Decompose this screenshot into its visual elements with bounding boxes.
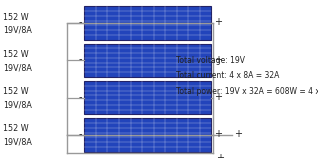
Text: 152 W: 152 W [3, 12, 29, 21]
Text: -: - [78, 92, 82, 102]
Text: +: + [234, 129, 242, 139]
Text: 152 W: 152 W [3, 50, 29, 59]
Bar [84, 81, 211, 114]
Text: +: + [214, 92, 222, 102]
Text: 19V/8A: 19V/8A [3, 138, 32, 147]
Text: 19V/8A: 19V/8A [3, 63, 32, 72]
Bar [84, 6, 211, 40]
Text: Total power: 19V x 32A = 608W = 4 x 152W: Total power: 19V x 32A = 608W = 4 x 152W [176, 87, 318, 96]
Text: +: + [214, 17, 222, 27]
Text: -: - [78, 17, 82, 27]
Text: Total current: 4 x 8A = 32A: Total current: 4 x 8A = 32A [176, 71, 280, 80]
Text: 19V/8A: 19V/8A [3, 100, 32, 109]
Text: -: - [78, 55, 82, 65]
Text: 19V/8A: 19V/8A [3, 26, 32, 35]
Text: 152 W: 152 W [3, 87, 29, 96]
Text: +: + [216, 153, 224, 158]
Text: +: + [214, 55, 222, 65]
Text: 152 W: 152 W [3, 125, 29, 134]
Text: -: - [78, 129, 82, 139]
Bar [84, 44, 211, 77]
Bar [84, 118, 211, 152]
Text: Total voltage: 19V: Total voltage: 19V [176, 56, 245, 64]
Text: +: + [214, 129, 222, 139]
